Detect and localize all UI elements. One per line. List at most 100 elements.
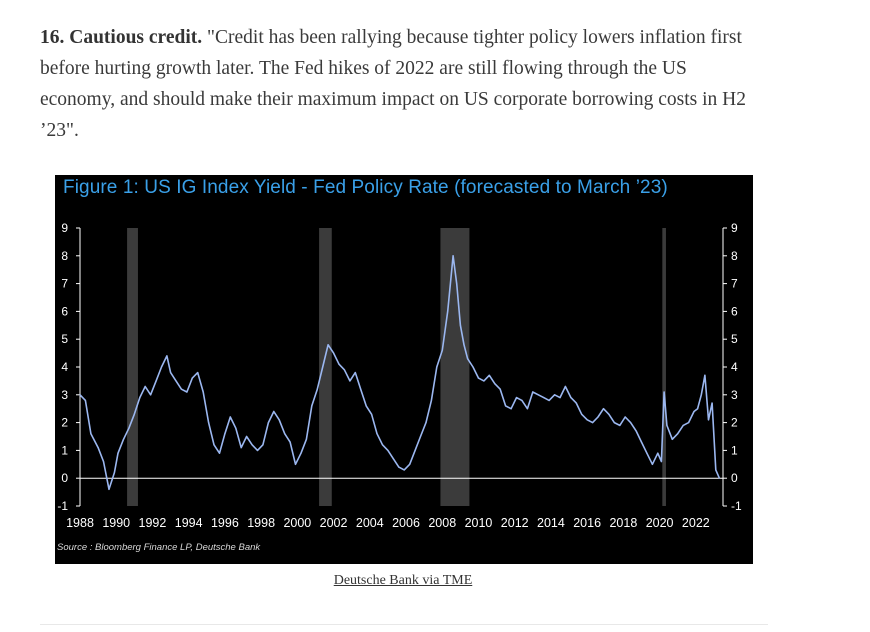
data-point (343, 369, 345, 371)
y-tick-label-right: 0 (731, 471, 738, 485)
data-point (488, 374, 490, 376)
data-point (477, 377, 480, 379)
data-point (278, 419, 280, 421)
data-point (117, 452, 119, 454)
data-point (113, 472, 115, 474)
data-point (213, 444, 215, 446)
data-point (548, 399, 550, 401)
data-point (403, 469, 405, 471)
image-credit-link[interactable]: Deutsche Bank via TME (333, 573, 473, 588)
y-tick-label-left: 6 (61, 304, 68, 318)
x-tick-label: 2010 (465, 516, 493, 530)
y-tick-label-right: 4 (731, 360, 738, 374)
data-point (700, 394, 702, 396)
data-point (267, 422, 269, 424)
data-point (150, 394, 152, 396)
data-point (608, 413, 610, 415)
data-point (581, 413, 583, 415)
data-point (532, 391, 534, 393)
y-tick-label-left: 5 (61, 332, 68, 346)
y-tick-label-left: 1 (61, 443, 68, 457)
y-tick-label-left: 9 (61, 221, 68, 235)
data-point (256, 449, 259, 451)
data-point (284, 433, 286, 435)
data-point (392, 458, 394, 460)
data-point (635, 430, 637, 432)
data-point (144, 385, 146, 388)
data-point (90, 433, 92, 435)
y-tick-label-left: 4 (61, 360, 68, 374)
y-tick-label-right: -1 (731, 499, 742, 513)
x-tick-label: 2020 (646, 516, 674, 530)
chart-source: Source : Bloomberg Finance LP, Deutsche … (57, 542, 261, 553)
data-point (671, 438, 673, 440)
y-tick-label-left: 3 (61, 388, 68, 402)
data-point (704, 374, 706, 376)
x-tick-label: 2004 (356, 516, 384, 530)
data-point (197, 372, 199, 374)
data-point (300, 452, 302, 454)
data-point (441, 349, 443, 351)
x-tick-label: 2022 (682, 516, 710, 530)
y-tick-label-right: 2 (731, 416, 738, 430)
series-line-0 (79, 255, 721, 491)
data-point (592, 422, 594, 424)
data-point (564, 385, 566, 388)
data-point (537, 394, 539, 396)
data-point (251, 444, 253, 446)
recession-band-3 (662, 228, 666, 506)
x-tick-label: 1994 (175, 516, 203, 530)
chart-svg: 9 9 8 8 7 7 6 6 5 5 4 4 3 3 2 2 1 1 0 0 -1 -1 1988 1990 1992 1994… (57, 221, 742, 530)
data-point (510, 408, 512, 410)
data-point (191, 377, 193, 379)
data-point (262, 444, 264, 446)
data-point (436, 366, 438, 368)
data-point (602, 408, 605, 410)
data-point (155, 380, 157, 382)
data-point (360, 388, 362, 390)
data-point (79, 394, 81, 396)
data-point (613, 422, 615, 424)
data-point (240, 447, 242, 449)
data-point (128, 427, 130, 429)
data-point (224, 433, 226, 435)
data-point (559, 397, 561, 399)
data-point (327, 344, 329, 346)
recession-band-0 (127, 228, 138, 506)
data-point (651, 463, 654, 465)
data-point (419, 435, 422, 438)
x-tick-label: 2018 (609, 516, 637, 530)
data-point (333, 352, 335, 354)
data-point (376, 433, 378, 435)
data-point (646, 452, 648, 454)
data-point (657, 452, 659, 454)
data-point (208, 422, 210, 424)
data-point (452, 255, 454, 257)
data-point (711, 402, 713, 404)
y-tick-label-right: 8 (731, 249, 738, 263)
data-point (693, 410, 695, 413)
data-point (371, 413, 373, 415)
data-point (235, 427, 237, 429)
data-point (597, 416, 599, 418)
data-point (630, 422, 632, 424)
data-point (122, 438, 125, 440)
data-point (575, 402, 577, 404)
data-point (166, 355, 168, 357)
x-tick-label: 2016 (573, 516, 601, 530)
data-point (447, 310, 449, 312)
data-point (682, 424, 684, 426)
data-point (311, 405, 313, 407)
data-point (526, 408, 528, 410)
y-tick-label-right: 6 (731, 304, 738, 318)
data-point (409, 463, 411, 465)
data-point (246, 435, 248, 438)
data-point (398, 466, 400, 468)
data-point (515, 397, 518, 399)
data-point (175, 380, 177, 382)
data-point (381, 444, 384, 446)
data-point (354, 372, 356, 374)
data-point (666, 424, 668, 426)
section-divider (40, 624, 768, 625)
data-point (218, 452, 221, 454)
